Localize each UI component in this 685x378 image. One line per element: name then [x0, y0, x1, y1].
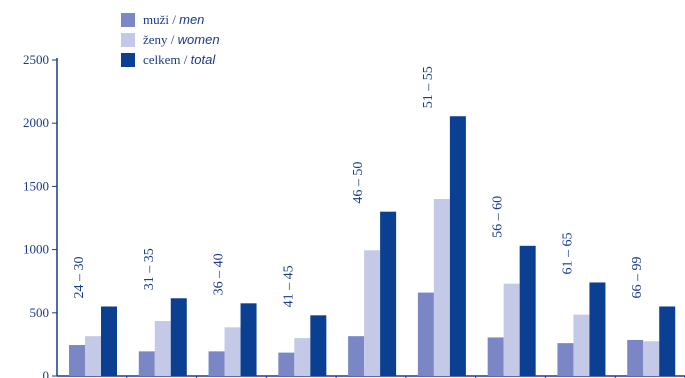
- legend-label-men-en: men: [179, 12, 205, 27]
- bar-men-3: [278, 352, 295, 376]
- bar-total-1: [170, 298, 187, 376]
- category-label-7: 61 – 65: [560, 232, 575, 274]
- bar-women-8: [643, 341, 660, 376]
- category-label-0: 24 – 30: [72, 256, 87, 298]
- bar-total-4: [380, 211, 397, 376]
- category-label-5: 51 – 55: [421, 66, 436, 108]
- bar-men-1: [138, 351, 155, 376]
- legend-item-men: muži / men: [121, 10, 220, 30]
- bar-women-2: [224, 327, 241, 376]
- bar-total-7: [589, 282, 606, 376]
- y-tick-label-1000: 1000: [23, 242, 49, 257]
- bar-women-3: [294, 338, 311, 376]
- category-label-8: 66 – 99: [630, 256, 645, 298]
- bar-total-6: [519, 245, 536, 376]
- bar-men-4: [348, 336, 365, 376]
- legend-label-women-cz: ženy: [143, 32, 168, 47]
- category-label-6: 56 – 60: [491, 196, 506, 238]
- y-tick-label-0: 0: [43, 368, 50, 378]
- y-tick-label-2000: 2000: [23, 115, 49, 130]
- legend-swatch-total: [121, 53, 135, 67]
- legend-label-total-cz: celkem: [143, 52, 181, 67]
- legend: muži / men ženy / women celkem / total: [121, 10, 220, 70]
- bar-women-6: [503, 283, 520, 376]
- category-label-4: 46 – 50: [351, 162, 366, 204]
- bar-men-2: [208, 351, 225, 376]
- legend-label-women-en: women: [177, 32, 220, 47]
- bar-men-5: [417, 292, 434, 376]
- bar-men-7: [557, 343, 574, 376]
- legend-label-men-cz: muži: [143, 12, 169, 27]
- bar-total-5: [449, 116, 466, 377]
- bar-women-1: [154, 321, 171, 376]
- bar-women-4: [364, 250, 381, 376]
- bar-women-7: [573, 314, 590, 376]
- bar-women-0: [85, 336, 101, 376]
- legend-swatch-men: [121, 13, 135, 27]
- legend-label-total-en: total: [190, 52, 216, 67]
- category-label-3: 41 – 45: [281, 265, 296, 307]
- bar-men-6: [487, 337, 504, 376]
- bar-women-5: [433, 199, 450, 376]
- legend-item-women: ženy / women: [121, 30, 220, 50]
- y-tick-label-2500: 2500: [23, 52, 49, 67]
- bar-total-3: [310, 315, 327, 376]
- bar-total-2: [240, 303, 257, 376]
- bar-total-8: [659, 306, 676, 376]
- category-label-1: 31 – 35: [142, 248, 157, 290]
- bar-men-0: [69, 345, 85, 376]
- bar-men-8: [627, 339, 644, 376]
- legend-item-total: celkem / total: [121, 50, 220, 70]
- legend-swatch-women: [121, 33, 135, 47]
- category-label-2: 36 – 40: [212, 253, 227, 295]
- y-tick-label-1500: 1500: [23, 178, 49, 193]
- bar-total-0: [101, 306, 117, 376]
- y-tick-label-500: 500: [30, 305, 50, 320]
